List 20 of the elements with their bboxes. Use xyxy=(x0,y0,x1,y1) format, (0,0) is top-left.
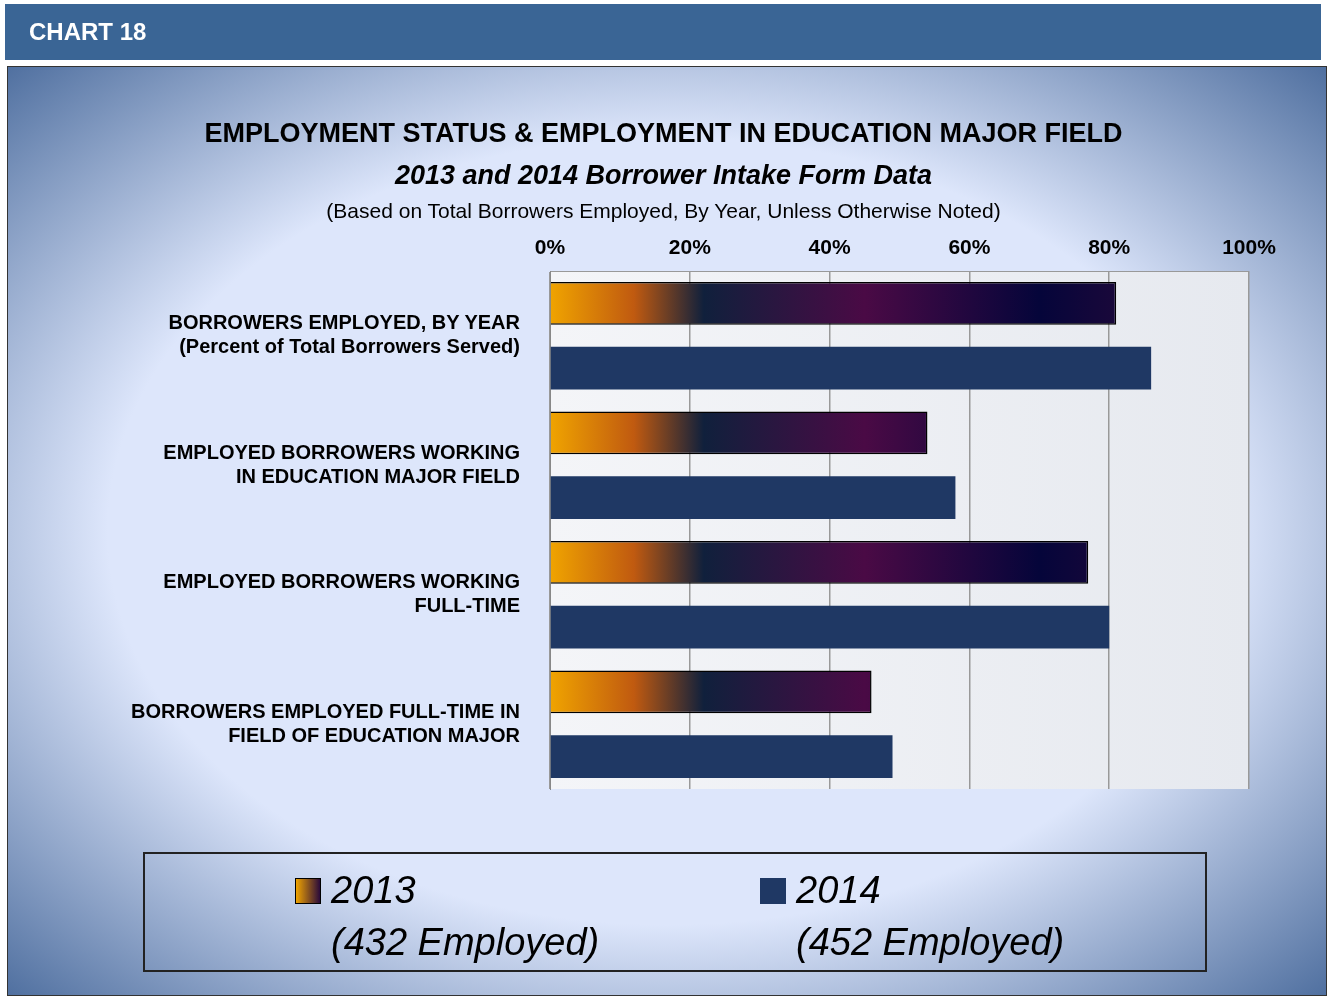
chart-subtitle: 2013 and 2014 Borrower Intake Form Data xyxy=(393,160,934,191)
chart-title: EMPLOYMENT STATUS & EMPLOYMENT IN EDUCATION MAJOR FIELD xyxy=(203,118,1124,149)
y-tick-label: EMPLOYED BORROWERS WORKING IN EDUCATION MAJOR FIELD xyxy=(163,440,520,487)
x-tick-label: 20% xyxy=(668,235,712,259)
x-tick-label: 40% xyxy=(808,235,851,259)
bar xyxy=(550,346,1152,390)
bar xyxy=(550,476,956,519)
x-tick-label: 80% xyxy=(1088,235,1131,259)
y-tick-label: BORROWERS EMPLOYED, BY YEAR (Percent of Total Borrowers Served) xyxy=(168,311,521,358)
y-tick-label: BORROWERS EMPLOYED FULL-TIME IN FIELD OF EDUCATION MAJOR xyxy=(131,699,521,746)
bar xyxy=(550,605,1110,649)
legend-label: 2013 (432 Employed) xyxy=(331,868,601,965)
y-tick-label: EMPLOYED BORROWERS WORKING FULL-TIME xyxy=(163,570,520,617)
legend-label: 2014 (452 Employed) xyxy=(796,868,1066,965)
x-tick-label: 60% xyxy=(948,235,991,259)
x-tick-label: 100% xyxy=(1222,235,1277,259)
text: (Based on Total Borrowers Employed, By Year, Unless Otherwise Noted) xyxy=(325,199,1002,223)
x-tick-label: 0% xyxy=(534,235,566,259)
caption: CHART 18 xyxy=(5,4,1321,60)
bar xyxy=(550,735,893,778)
